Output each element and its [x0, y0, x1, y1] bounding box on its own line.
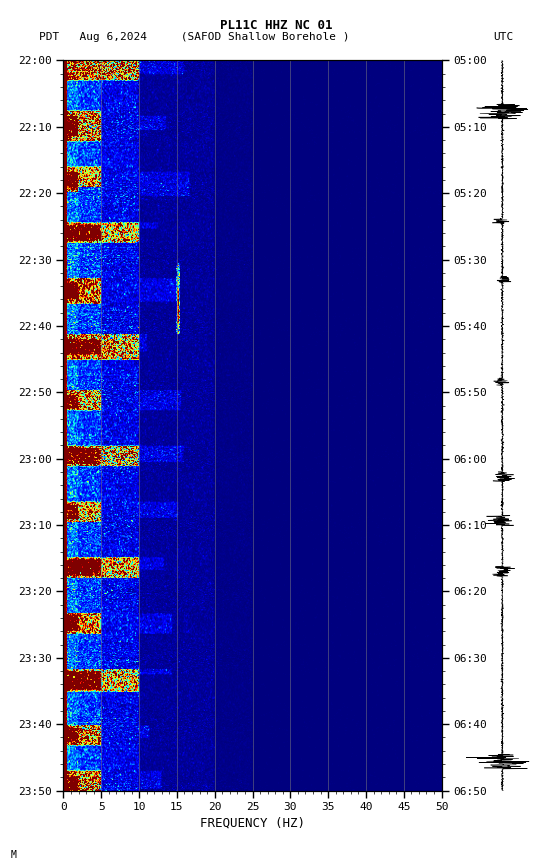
Text: PDT   Aug 6,2024     (SAFOD Shallow Borehole ): PDT Aug 6,2024 (SAFOD Shallow Borehole ) [39, 32, 349, 42]
X-axis label: FREQUENCY (HZ): FREQUENCY (HZ) [200, 816, 305, 829]
Text: UTC: UTC [493, 32, 513, 42]
Text: M: M [11, 849, 17, 860]
Text: PL11C HHZ NC 01: PL11C HHZ NC 01 [220, 19, 332, 32]
